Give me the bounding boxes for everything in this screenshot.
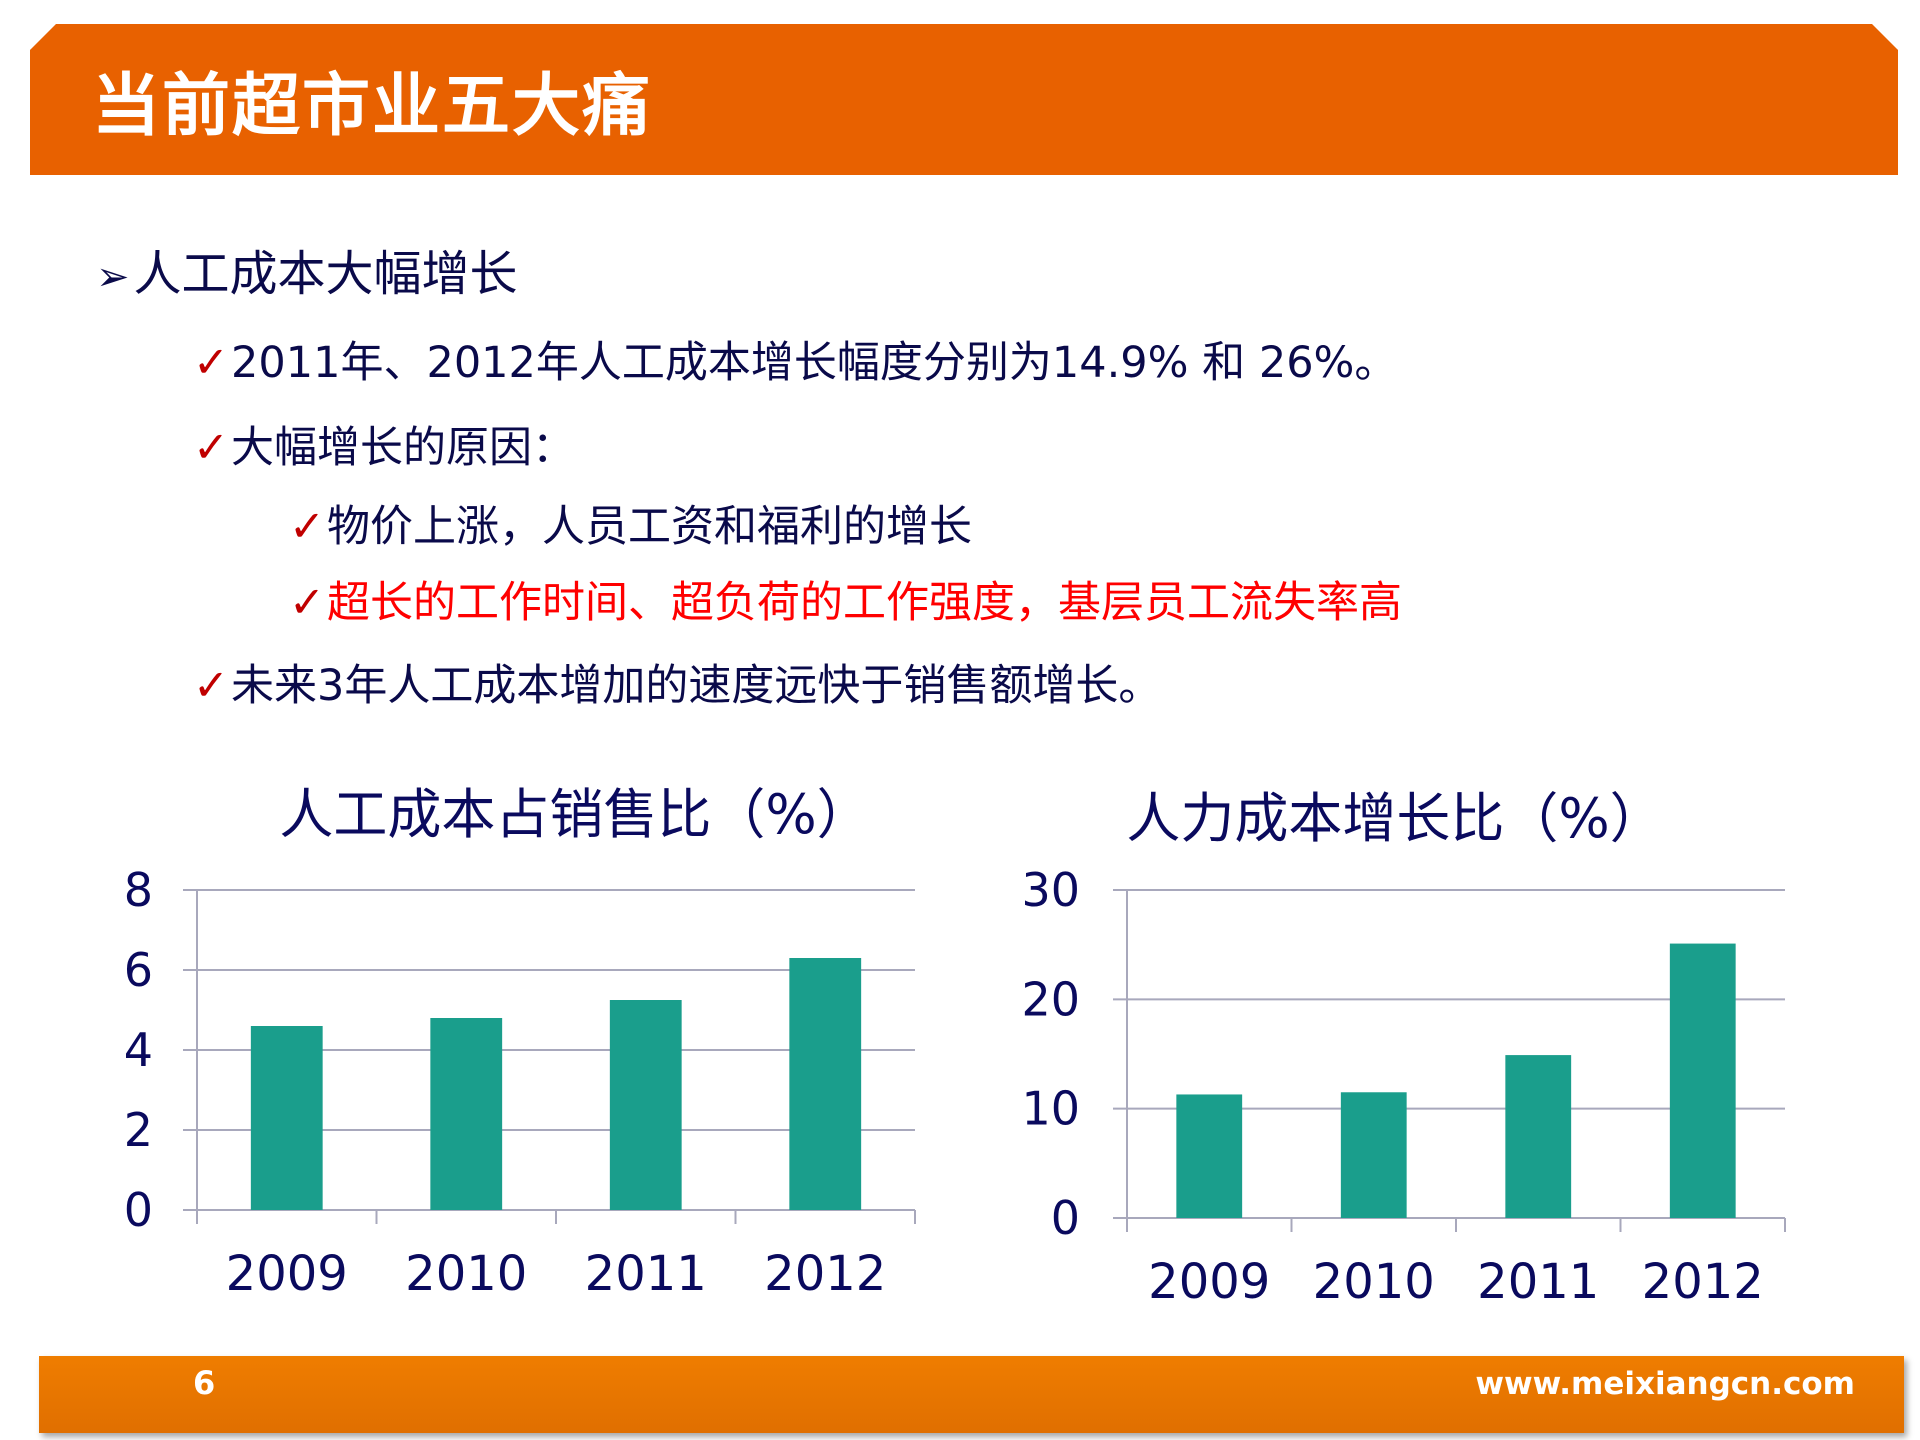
checkmark-icon: ✓: [289, 502, 326, 552]
page-number: 6: [193, 1364, 216, 1402]
y-tick-label: 30: [1021, 863, 1080, 917]
y-tick-label: 4: [124, 1023, 153, 1077]
bullet-text: 物价上涨，人员工资和福利的增长: [327, 502, 973, 552]
y-tick-label: 2: [124, 1103, 153, 1157]
y-tick-label: 8: [124, 863, 153, 917]
bar-2011: [609, 1000, 682, 1210]
x-tick-label: 2010: [405, 1246, 527, 1302]
checkmark-icon: ✓: [193, 661, 230, 711]
bar-2011: [1505, 1055, 1572, 1218]
checkmark-icon: ✓: [289, 578, 326, 628]
bullet-item: ✓物价上涨，人员工资和福利的增长: [289, 492, 972, 554]
x-tick-label: 2011: [1477, 1254, 1599, 1310]
y-tick-label: 20: [1021, 972, 1080, 1026]
checkmark-icon: ✓: [193, 338, 230, 388]
footer-url[interactable]: www.meixiangcn.com: [1475, 1366, 1855, 1402]
bar-2009: [250, 1026, 323, 1210]
bar-2012: [789, 958, 862, 1210]
bullet-text: 大幅增长的原因：: [231, 423, 576, 473]
bullet-item: ✓超长的工作时间、超负荷的工作强度，基层员工流失率高: [289, 568, 1402, 630]
chart-title-right: 人力成本增长比（%）: [1126, 787, 1664, 850]
bullet-text: 2011年、2012年人工成本增长幅度分别为14.9% 和 26%。: [231, 338, 1398, 388]
y-tick-label: 0: [1051, 1191, 1080, 1245]
x-tick-label: 2012: [764, 1246, 886, 1302]
heading-text: 人工成本大幅增长: [133, 246, 518, 302]
x-tick-label: 2012: [1642, 1254, 1764, 1310]
bar-2009: [1176, 1094, 1243, 1218]
x-tick-label: 2011: [585, 1246, 707, 1302]
x-tick-label: 2009: [1148, 1254, 1270, 1310]
bullet-text: 超长的工作时间、超负荷的工作强度，基层员工流失率高: [327, 578, 1403, 628]
x-tick-label: 2010: [1313, 1254, 1435, 1310]
slide-title: 当前超市业五大痛: [92, 67, 653, 146]
bar-2012: [1669, 943, 1736, 1218]
bullet-item: ✓2011年、2012年人工成本增长幅度分别为14.9% 和 26%。: [193, 328, 1397, 390]
section-heading: ➢人工成本大幅增长: [96, 234, 518, 304]
title-bar: [30, 24, 1898, 175]
arrow-right-icon: ➢: [96, 254, 130, 300]
bullet-item: ✓未来3年人工成本增加的速度远快于销售额增长。: [193, 651, 1161, 713]
chart-title-left: 人工成本占销售比（%）: [279, 783, 871, 846]
checkmark-icon: ✓: [193, 423, 230, 473]
footer-bar: [39, 1356, 1904, 1433]
x-tick-label: 2009: [226, 1246, 348, 1302]
bar-2010: [430, 1018, 503, 1210]
y-tick-label: 6: [124, 943, 153, 997]
y-tick-label: 0: [124, 1183, 153, 1237]
bullet-item: ✓大幅增长的原因：: [193, 413, 575, 475]
y-tick-label: 10: [1021, 1082, 1080, 1136]
bullet-text: 未来3年人工成本增加的速度远快于销售额增长。: [231, 661, 1162, 711]
bar-2010: [1340, 1092, 1407, 1218]
